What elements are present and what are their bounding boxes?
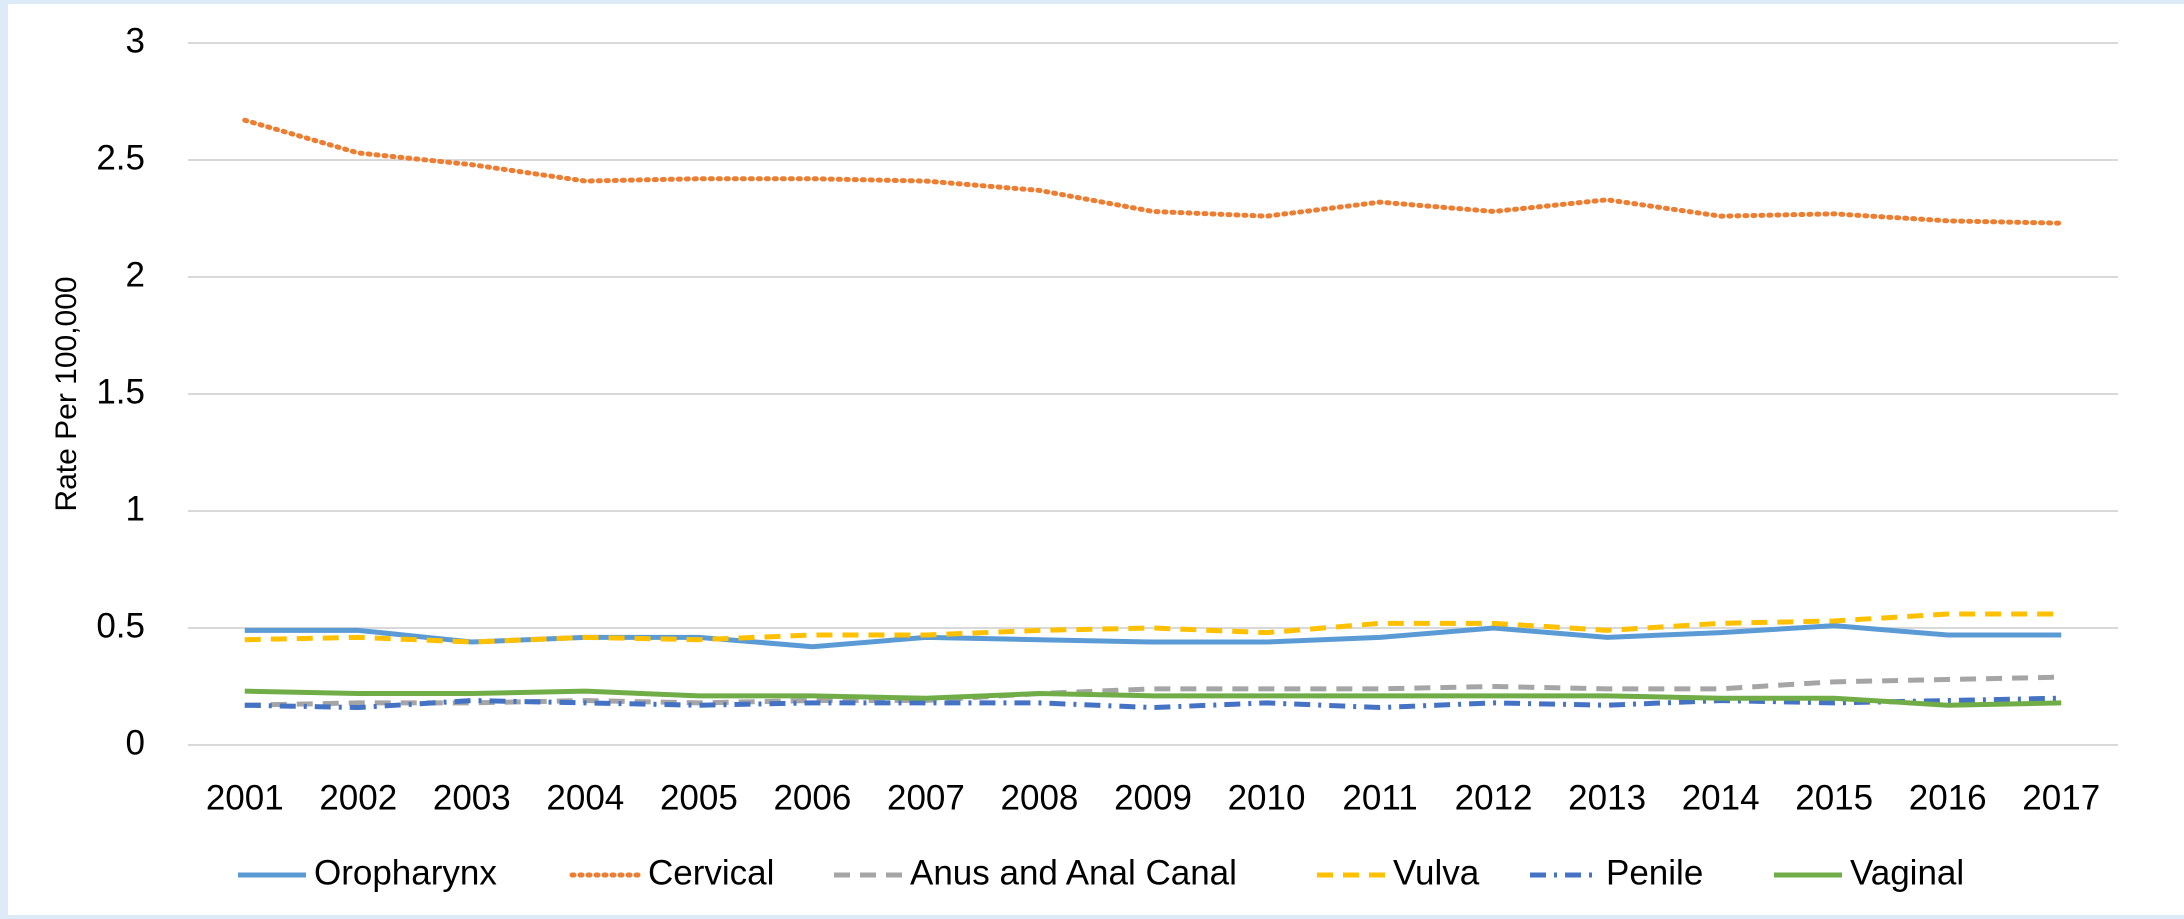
x-tick-label: 2014 <box>1682 778 1760 817</box>
legend-label: Anus and Anal Canal <box>910 853 1237 892</box>
x-tick-label: 2007 <box>887 778 965 817</box>
x-tick-label: 2016 <box>1909 778 1987 817</box>
x-tick-label: 2011 <box>1342 778 1417 817</box>
series-line <box>244 674 2062 708</box>
x-tick-label: 2002 <box>319 778 397 817</box>
x-tick-label: 2003 <box>433 778 511 817</box>
legend-label: Cervical <box>648 853 774 892</box>
y-tick-label: 0.5 <box>96 606 145 645</box>
series-line <box>242 117 2064 226</box>
x-tick-label: 2006 <box>773 778 851 817</box>
y-tick-label: 3 <box>126 21 145 60</box>
x-tick-label: 2015 <box>1795 778 1873 817</box>
series-line <box>244 611 2062 645</box>
x-tick-label: 2001 <box>206 778 284 817</box>
x-tick-label: 2013 <box>1568 778 1646 817</box>
legend-label: Vulva <box>1393 853 1480 892</box>
x-tick-label: 2012 <box>1455 778 1533 817</box>
legend-label: Oropharynx <box>314 853 497 892</box>
x-tick-label: 2017 <box>2022 778 2100 817</box>
x-tick-label: 2010 <box>1228 778 1306 817</box>
y-tick-label: 1 <box>126 489 145 528</box>
x-tick-label: 2005 <box>660 778 738 817</box>
y-tick-label: 0 <box>126 723 145 762</box>
x-tick-label: 2008 <box>1001 778 1079 817</box>
y-tick-label: 2 <box>126 255 145 294</box>
y-axis-label: Rate Per 100,000 <box>50 276 83 511</box>
chart: Rate Per 100,000 0 0.5 1 1.5 2 2.5 3 2001 2002 20… <box>8 4 2184 915</box>
legend-label: Vaginal <box>1850 853 1964 892</box>
legend-label: Penile <box>1606 853 1703 892</box>
series-line <box>244 695 2062 711</box>
series-line <box>244 623 2062 650</box>
x-tick-label: 2009 <box>1114 778 1192 817</box>
y-tick-label: 2.5 <box>96 138 145 177</box>
series-line <box>244 688 2062 708</box>
y-tick-label: 1.5 <box>96 372 145 411</box>
x-tick-label: 2004 <box>546 778 624 817</box>
